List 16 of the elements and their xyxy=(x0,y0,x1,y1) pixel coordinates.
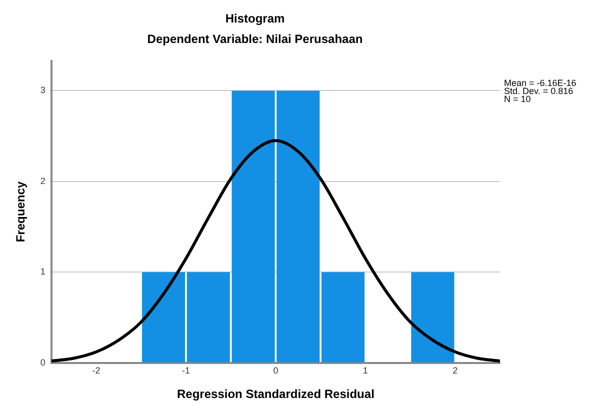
y-tick-label: 2 xyxy=(40,176,46,186)
chart-title: Histogram xyxy=(225,12,285,26)
y-tick-label: 0 xyxy=(40,357,46,368)
x-tick-label: 1 xyxy=(362,366,368,376)
y-axis-title: Frequency xyxy=(14,181,28,242)
y-tick-label: 3 xyxy=(40,85,46,96)
y-tick-label: 1 xyxy=(40,266,46,277)
text: N = 10 xyxy=(504,94,531,104)
text: Mean = -6.16E-16 xyxy=(504,78,576,88)
x-axis-title: Regression Standardized Residual xyxy=(177,387,374,402)
x-tick-label: -1 xyxy=(182,366,190,376)
x-tick-label: 0 xyxy=(273,366,278,376)
chart-subtitle: Dependent Variable: Nilai Perusahaan xyxy=(147,32,363,46)
x-tick-label: 2 xyxy=(452,366,458,376)
text: Std. Dev. = 0.816 xyxy=(504,86,574,96)
x-tick-label: -2 xyxy=(92,366,100,376)
